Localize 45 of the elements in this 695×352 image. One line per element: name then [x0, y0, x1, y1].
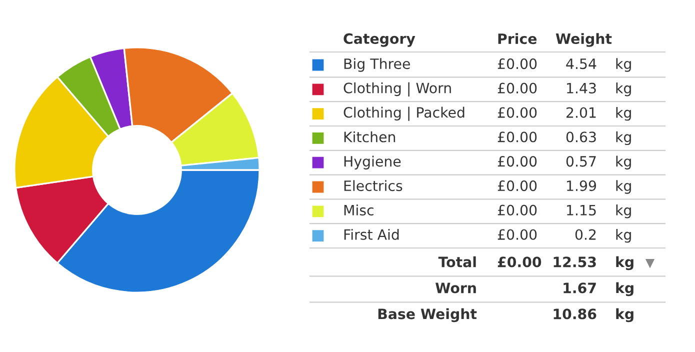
text: 1.67	[564, 282, 596, 294]
legend-label: Clothing | Worn	[344, 82, 451, 96]
data-label: 4.54	[566, 58, 596, 70]
text: kg	[616, 228, 631, 243]
legend-label: Kitchen	[344, 131, 396, 142]
text: Worn	[436, 282, 476, 294]
data-label: 0.63	[566, 132, 596, 142]
data-label: 1.15	[567, 204, 596, 216]
legend-label: Misc	[344, 204, 374, 216]
legend-label: Electrics	[344, 180, 402, 192]
text: £0.00	[498, 156, 537, 167]
text: £0.00	[498, 204, 537, 216]
text: Price	[498, 33, 537, 44]
data-label: 0.2	[575, 229, 596, 240]
text: kg	[616, 308, 634, 322]
text: Total	[438, 256, 476, 268]
data-label: 0.57	[566, 156, 596, 167]
data-label: 1.43	[567, 82, 596, 94]
text: 10.86	[554, 308, 596, 320]
text: kg	[616, 156, 631, 170]
text: kg	[616, 180, 631, 194]
text: kg	[616, 82, 631, 96]
text: kg	[616, 204, 631, 218]
legend-label: Hygiene	[344, 156, 401, 170]
text: kg	[616, 131, 631, 146]
legend-label: First Aid	[344, 228, 399, 240]
text: 12.53	[554, 256, 596, 268]
legend-label: Clothing | Packed	[344, 106, 464, 121]
text: kg	[616, 58, 631, 72]
text: kg	[616, 282, 634, 296]
text: kg	[616, 256, 634, 270]
text: £0.00	[498, 180, 537, 192]
text: Category	[344, 33, 416, 47]
text: kg	[616, 106, 631, 121]
text: £0.00	[498, 229, 537, 240]
text: £0.00	[498, 58, 537, 70]
text: Base Weight	[378, 308, 477, 322]
legend-label: Big Three	[344, 58, 410, 72]
data-label: 2.01	[566, 107, 596, 118]
data-label: 1.99	[567, 180, 596, 192]
text: £0.00	[498, 82, 537, 94]
text: £0.00	[498, 132, 537, 142]
text: £0.00	[498, 107, 537, 118]
text: £0.00	[498, 256, 542, 268]
text: Weight	[556, 33, 612, 47]
